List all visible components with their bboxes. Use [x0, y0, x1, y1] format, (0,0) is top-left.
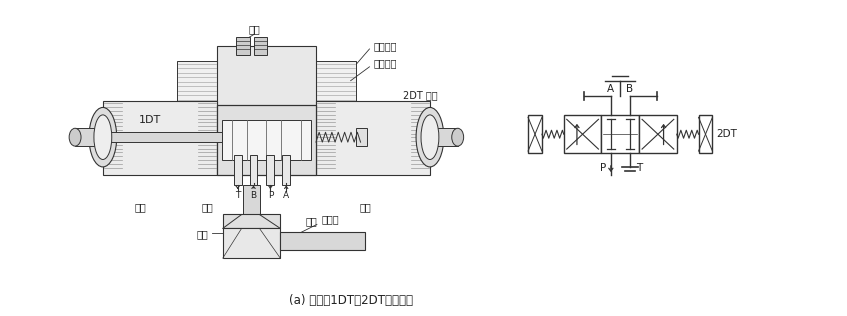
Bar — [601, 115, 639, 153]
Bar — [75, 128, 102, 146]
Text: 推杆: 推杆 — [135, 203, 147, 213]
Bar — [316, 100, 430, 175]
Bar — [282, 155, 291, 185]
Ellipse shape — [451, 128, 463, 146]
Bar — [699, 115, 712, 153]
Ellipse shape — [89, 107, 117, 167]
Bar — [177, 61, 217, 110]
Text: A: A — [607, 84, 614, 94]
Text: (a) 电磁鑘1DT与2DT均未通电: (a) 电磁鑘1DT与2DT均未通电 — [289, 294, 412, 307]
Bar — [222, 120, 311, 160]
Text: 弹簧: 弹簧 — [360, 203, 371, 213]
Text: 阀芯: 阀芯 — [201, 203, 213, 213]
Text: P: P — [268, 191, 273, 200]
Bar — [102, 132, 222, 142]
Text: 线圈组件: 线圈组件 — [374, 41, 397, 51]
Text: B: B — [251, 191, 257, 200]
Bar — [217, 106, 316, 175]
Text: 活塞: 活塞 — [197, 229, 208, 239]
Bar — [280, 232, 364, 250]
Text: 油缸: 油缸 — [305, 216, 317, 227]
Bar — [528, 115, 542, 153]
Bar — [430, 128, 457, 146]
Ellipse shape — [416, 107, 444, 167]
Bar — [223, 215, 280, 228]
Text: 鐵芯组件: 鐵芯组件 — [374, 58, 397, 68]
Text: 插座: 插座 — [249, 24, 260, 34]
Ellipse shape — [69, 128, 81, 146]
Text: T: T — [636, 163, 643, 173]
Bar — [639, 115, 677, 153]
Text: A: A — [283, 191, 290, 200]
Bar — [217, 46, 316, 110]
Bar — [223, 228, 280, 258]
Bar — [234, 155, 241, 185]
Bar — [564, 115, 601, 153]
Text: T: T — [235, 191, 241, 200]
Bar — [253, 37, 268, 55]
Ellipse shape — [94, 115, 112, 160]
Bar — [235, 37, 250, 55]
Bar — [242, 185, 260, 215]
Bar — [267, 155, 274, 185]
Text: P: P — [600, 163, 606, 173]
Text: 2DT: 2DT — [716, 129, 737, 139]
Bar — [250, 155, 257, 185]
Text: 2DT 锁母: 2DT 锁母 — [402, 91, 437, 100]
Bar — [316, 61, 356, 110]
Ellipse shape — [421, 115, 439, 160]
Bar — [102, 100, 217, 175]
Bar — [356, 128, 368, 146]
Text: 弹簧座: 弹簧座 — [322, 215, 340, 224]
Text: B: B — [626, 84, 634, 94]
Text: 1DT: 1DT — [139, 115, 162, 125]
